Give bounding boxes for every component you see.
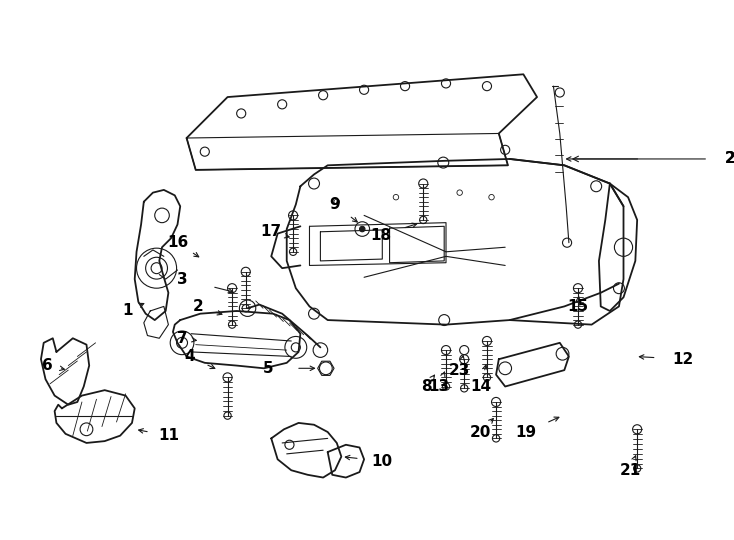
Text: 19: 19 [515, 424, 537, 440]
Text: 4: 4 [184, 349, 195, 364]
Text: 22: 22 [724, 151, 734, 166]
Text: 20: 20 [470, 424, 491, 440]
Text: 1: 1 [122, 303, 133, 319]
Text: 10: 10 [371, 454, 393, 469]
Circle shape [360, 226, 365, 232]
Text: 17: 17 [261, 224, 282, 239]
Text: 22: 22 [724, 151, 734, 166]
Text: 11: 11 [158, 428, 179, 443]
Text: 15: 15 [567, 299, 589, 314]
Text: 9: 9 [330, 197, 341, 212]
Text: 8: 8 [421, 379, 432, 394]
Text: 12: 12 [672, 352, 694, 367]
Text: 23: 23 [449, 363, 470, 377]
Text: 13: 13 [428, 379, 449, 394]
Text: 7: 7 [177, 331, 187, 346]
Text: 3: 3 [177, 272, 187, 287]
Text: 21: 21 [619, 463, 641, 478]
Text: 2: 2 [193, 299, 204, 314]
Text: 6: 6 [42, 358, 53, 373]
Text: 5: 5 [264, 361, 274, 376]
Text: 18: 18 [370, 228, 391, 243]
Text: 14: 14 [470, 379, 491, 394]
Text: 16: 16 [167, 235, 188, 250]
